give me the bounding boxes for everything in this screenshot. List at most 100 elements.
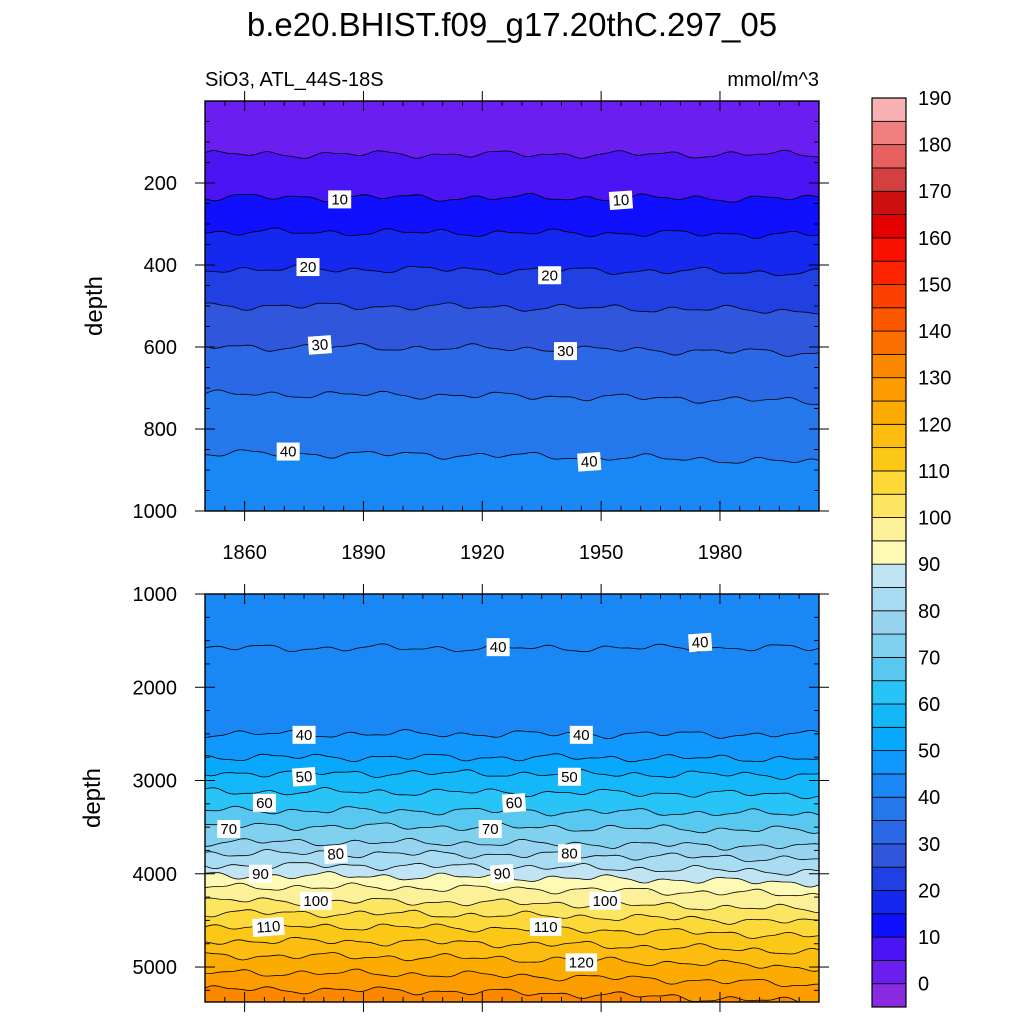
contour-line-80	[205, 848, 819, 863]
contour-label-110: 110	[252, 916, 285, 938]
contour-line-125	[205, 968, 819, 988]
contour-label-box	[501, 793, 527, 813]
contour-line-5	[205, 149, 819, 159]
colorbar-tick-label: 20	[918, 880, 940, 902]
contour-label-40: 40	[569, 725, 593, 744]
colorbar-tick-label: 10	[918, 927, 940, 949]
colorbar-segment	[871, 796, 907, 821]
colorbar-segment	[871, 144, 907, 169]
contour-label-100: 100	[589, 891, 621, 910]
colorbar-segment	[871, 633, 907, 658]
y-tick-label: 4000	[133, 864, 178, 886]
colorbar-tick-label: 100	[918, 508, 951, 530]
contour-label-40: 40	[292, 725, 316, 744]
contour-label-box	[529, 917, 562, 936]
contour-label-box	[538, 266, 562, 285]
colorbar-segment	[871, 656, 907, 682]
contour-line-60	[205, 787, 819, 800]
colorbar-segment	[871, 703, 907, 728]
contour-label-text: 100	[303, 893, 328, 910]
contour-label-text: 20	[300, 259, 317, 276]
contour-label-text: 90	[252, 866, 269, 883]
colorbar-segment	[871, 307, 907, 332]
contour-label-70: 70	[217, 820, 241, 839]
contour-line-40	[205, 449, 819, 464]
colorbar-segment	[871, 983, 907, 1008]
contour-label-text: 80	[327, 846, 345, 864]
upper-panel-fill	[205, 101, 819, 511]
contour-label-box	[252, 916, 285, 938]
contour-line-50	[205, 753, 819, 763]
colorbar-segment	[871, 680, 907, 705]
colorbar-segment	[871, 936, 907, 961]
colorbar-tick-label: 90	[918, 554, 940, 576]
colorbar-segment	[871, 377, 907, 402]
contour-label-text: 80	[561, 845, 578, 862]
contour-line-10	[205, 192, 819, 203]
upper-panel-contours	[205, 149, 819, 464]
contour-label-text: 40	[296, 727, 313, 744]
contour-line-25	[205, 302, 819, 315]
lower-panel-frame	[204, 593, 820, 1003]
contour-line-120	[205, 952, 819, 972]
colorbar-segment	[871, 190, 907, 215]
contour-label-box	[307, 335, 332, 355]
contour-label-text: 100	[593, 893, 618, 910]
contour-label-10: 10	[328, 190, 352, 209]
y-tick-label: 5000	[133, 957, 178, 979]
contour-label-text: 120	[569, 954, 594, 971]
colorbar-frame	[871, 97, 907, 1008]
y-tick-label: 2000	[133, 677, 178, 699]
lower-panel-contour-labels: 40 40 40 40 50 50 60 60 70 70 80 80 90 90 100 100 110 110…	[217, 632, 713, 972]
contour-label-box	[589, 891, 621, 910]
contour-label-110: 110	[529, 917, 562, 936]
y-tick-label: 1000	[133, 501, 178, 523]
contour-line-75	[205, 837, 819, 851]
contour-label-box	[291, 767, 317, 787]
contour-label-box	[557, 767, 581, 786]
colorbar-tick-label: 70	[918, 647, 940, 669]
contour-label-text: 50	[295, 768, 313, 786]
colorbar-tick-label: 0	[918, 974, 929, 996]
colorbar-tick-label: 80	[918, 601, 940, 623]
contour-label-box	[688, 632, 713, 653]
colorbar-segment	[871, 820, 907, 845]
lower-panel-ticks: 1000 2000 3000 4000 5000	[133, 584, 829, 1012]
colorbar-tick-label: 190	[918, 88, 951, 110]
upper-panel-ticks: 200 400 600 800 1000 1860 1890 1920 1950 1980	[133, 91, 829, 564]
contour-label-box	[217, 820, 241, 839]
lower-ylabel: depth	[79, 768, 106, 828]
colorbar-segment	[871, 866, 907, 891]
left-string: SiO3, ATL_44S-18S	[205, 69, 384, 91]
contour-line-30	[205, 343, 819, 357]
contour-label-30: 30	[553, 342, 577, 361]
contour-label-text: 60	[256, 795, 273, 812]
figure-title: b.e20.BHIST.f09_g17.20thC.297_05	[246, 6, 778, 43]
y-tick-label: 200	[144, 173, 177, 195]
contour-line-115	[205, 936, 819, 955]
contour-label-120: 120	[565, 953, 598, 972]
contour-label-40: 40	[688, 632, 713, 653]
colorbar-segment	[871, 890, 907, 915]
contour-line-40	[205, 643, 819, 653]
x-tick-label: 1980	[698, 542, 743, 564]
contour-label-box	[569, 725, 593, 744]
contour-label-50: 50	[557, 767, 581, 786]
colorbar-tick-label: 160	[918, 228, 951, 250]
contour-line-130	[205, 985, 801, 1002]
colorbar-segment	[871, 330, 907, 355]
colorbar-tick-label: 130	[918, 368, 951, 390]
contour-label-80: 80	[557, 844, 581, 863]
upper-panel-contour-labels: 10 10 20 20 30 30 40 40	[276, 190, 634, 472]
colorbar-tick-label: 30	[918, 834, 940, 856]
contour-label-text: 110	[534, 919, 558, 936]
colorbar-segment	[871, 959, 907, 985]
y-tick-label: 400	[144, 255, 177, 277]
contour-label-text: 40	[580, 453, 598, 471]
contour-label-box	[553, 342, 577, 361]
contour-label-30: 30	[307, 335, 332, 355]
contour-label-text: 10	[612, 192, 630, 210]
x-tick-label: 1950	[579, 542, 624, 564]
contour-label-text: 110	[256, 918, 281, 937]
